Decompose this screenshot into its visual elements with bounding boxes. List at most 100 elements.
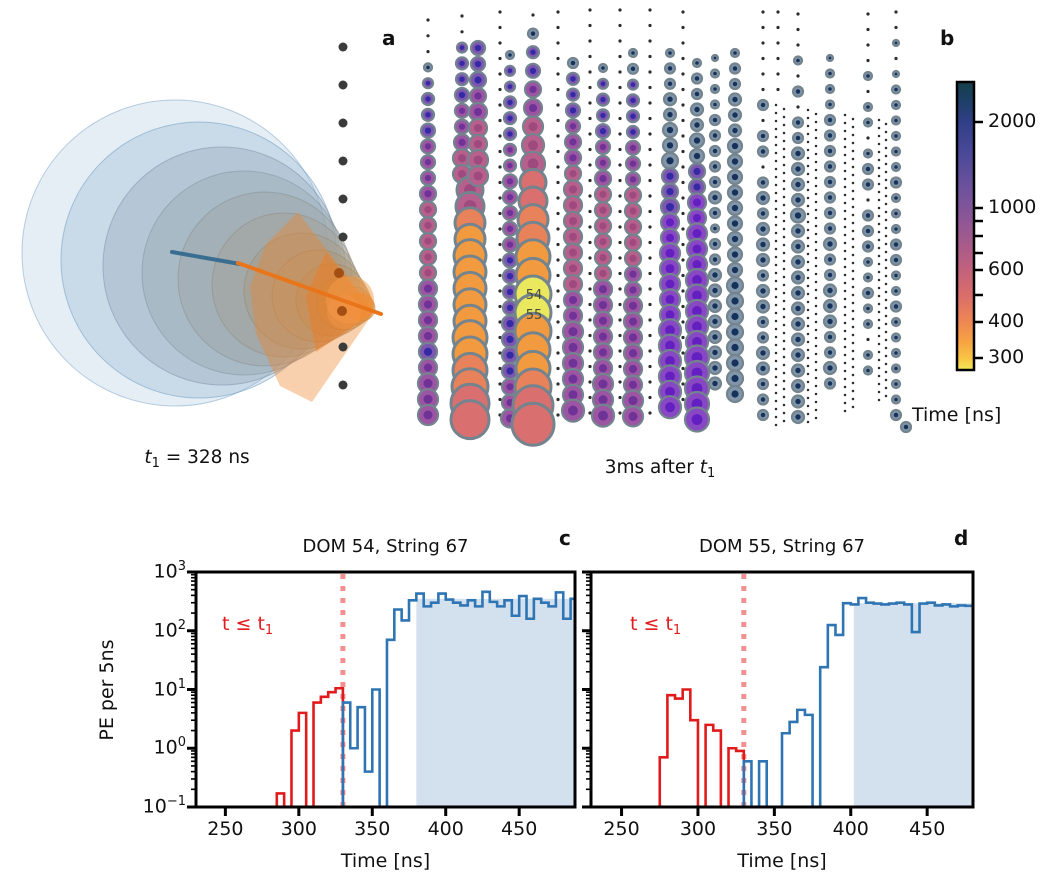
dom-no-hit-dot <box>498 25 502 30</box>
dom-no-hit-dot <box>843 289 847 293</box>
dom-no-hit-dot <box>782 139 786 143</box>
dom-no-hit-dot <box>498 118 502 123</box>
dom-no-hit-dot <box>556 72 560 76</box>
dom-hit-core <box>459 60 465 67</box>
annotation-c-sub: 1 <box>264 623 274 638</box>
dom-no-hit-dot <box>782 107 786 111</box>
dom-hit-core <box>712 241 718 247</box>
dom-no-hit-dot <box>851 245 855 249</box>
dom-no-hit-dot <box>498 304 502 309</box>
dom-no-hit-dot <box>843 217 847 221</box>
dom-no-hit-dot <box>851 221 855 225</box>
dom-hit-core <box>894 134 898 138</box>
dom-no-hit-dot <box>814 304 818 308</box>
dom-hit-core <box>865 228 871 234</box>
event-display-string <box>789 12 807 425</box>
dom-no-hit-dot <box>877 142 881 146</box>
dom-hit-core <box>866 120 870 125</box>
dom-no-hit-dot <box>806 284 810 288</box>
dom-hit-core <box>731 158 739 165</box>
dom-hit-core <box>760 149 766 154</box>
dom-no-hit-dot <box>761 165 765 169</box>
dom-no-hit-dot <box>681 118 685 123</box>
dom-no-hit-dot <box>814 256 818 260</box>
dom-no-hit-dot <box>774 119 778 123</box>
dom-hit-core <box>507 147 513 153</box>
dom-hit-core <box>827 365 833 371</box>
y-tick-label: 103 <box>153 559 186 583</box>
dom-hit-core <box>423 378 433 388</box>
annotation-d-pre: t ≤ t <box>630 613 673 635</box>
dom-no-hit-dot <box>618 333 622 338</box>
dom-hit-core <box>598 316 608 325</box>
dom-hit-core <box>712 334 718 340</box>
dom-no-hit-dot <box>796 43 800 47</box>
dom-no-hit-dot <box>884 250 888 254</box>
dom-no-hit-dot <box>851 365 855 369</box>
dom-no-hit-dot <box>884 282 888 286</box>
dom-no-hit-dot <box>877 150 881 154</box>
dom-hit-core <box>712 194 718 201</box>
dom-no-hit-dot <box>588 178 592 183</box>
dom-no-hit-dot <box>782 403 786 407</box>
dom-hit-core <box>795 305 801 312</box>
dom-hit-core <box>599 238 607 246</box>
dom-hit-core <box>692 213 702 223</box>
dom-hit-core <box>795 321 801 327</box>
dom-hit-core <box>665 402 675 413</box>
dom-no-hit-dot <box>782 355 786 359</box>
dom-hit-core <box>712 303 718 309</box>
dom-hit-core <box>828 102 832 107</box>
dom-hit-core <box>506 383 514 391</box>
dom-no-hit-dot <box>877 310 881 314</box>
dom-hit-core <box>423 410 433 420</box>
dom-no-hit-dot <box>782 339 786 343</box>
dom-no-hit-dot <box>814 416 818 420</box>
dom-hit-core <box>569 170 577 178</box>
dom-hit-core <box>712 287 718 294</box>
dom-no-hit-dot <box>681 10 685 14</box>
dom-no-hit-dot <box>774 127 778 131</box>
dom-no-hit-dot <box>843 121 847 125</box>
dom-no-hit-dot <box>877 126 881 130</box>
dom-hit-core <box>424 159 432 166</box>
dom-no-hit-dot <box>774 239 778 243</box>
dom-hit-core <box>894 382 898 386</box>
dom-hit-core <box>795 336 801 343</box>
dom-no-hit-dot <box>884 306 888 310</box>
dom-hit-core <box>732 96 738 103</box>
dom-no-hit-dot <box>806 244 810 248</box>
dom-hit-core <box>712 133 718 138</box>
dom-no-hit-dot <box>681 56 685 61</box>
dom-no-hit-dot <box>588 194 592 198</box>
dom-no-hit-dot <box>681 320 685 324</box>
dom-no-hit-dot <box>843 145 847 149</box>
event-display-string <box>618 8 622 415</box>
dom-hit-core <box>629 270 637 278</box>
dom-no-hit-dot <box>588 256 592 260</box>
annotation-d-sub: 1 <box>672 623 682 638</box>
dom-hit-core <box>712 272 718 278</box>
dom-no-hit-dot <box>877 230 881 234</box>
dom-hit <box>449 399 491 441</box>
dom-no-hit-dot <box>851 389 855 393</box>
dom-no-hit-dot <box>498 87 502 92</box>
dom-hit-core <box>731 328 739 336</box>
dom-hit-core <box>713 56 717 60</box>
dom-no-hit-dot <box>814 112 818 116</box>
dom-no-hit-dot <box>814 144 818 148</box>
dom-hit-core <box>570 91 576 98</box>
dom-hit-core <box>827 334 833 340</box>
dom-no-hit-dot <box>761 10 765 14</box>
dom-no-hit-dot <box>806 412 810 416</box>
dom-hit-core <box>691 414 703 425</box>
dom-no-hit-dot <box>877 390 881 394</box>
dom-no-hit-dot <box>814 200 818 204</box>
dom-no-hit-dot <box>782 195 786 199</box>
dom-no-hit-dot <box>681 134 685 138</box>
dom-no-hit-dot <box>843 353 847 357</box>
dom-hit-core <box>827 195 833 200</box>
dom-no-hit-dot <box>648 287 652 291</box>
dom-hit-core <box>760 180 766 185</box>
dom-no-hit-dot <box>806 204 810 208</box>
